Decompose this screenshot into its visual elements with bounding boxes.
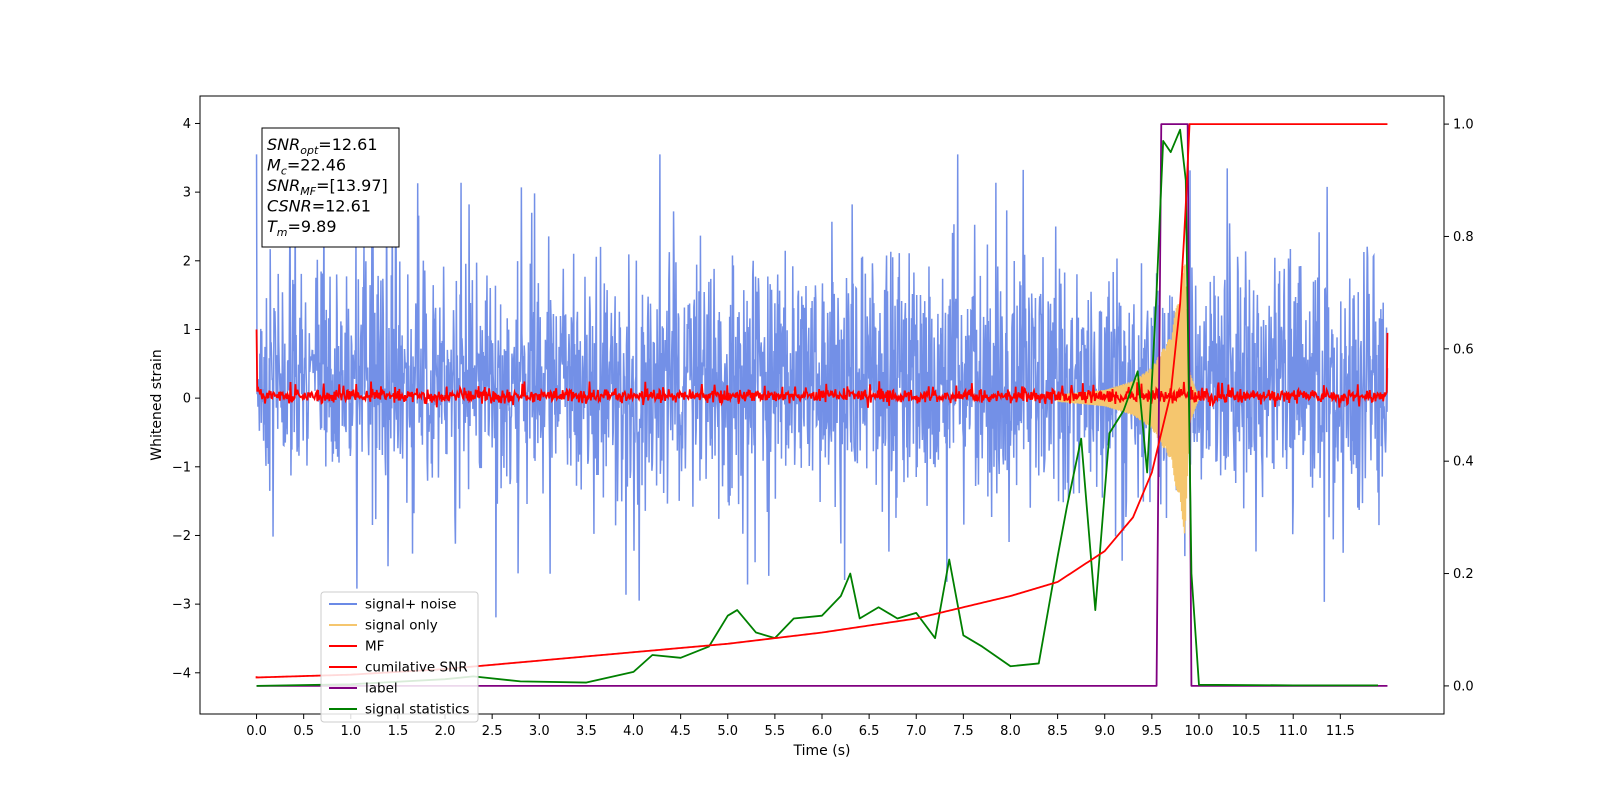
stats-line: SNRMF=[13.97] (267, 176, 388, 198)
stats-symbol: T (267, 217, 278, 236)
stats-line: SNRopt=12.61 (267, 135, 378, 157)
x-tick-label: 0.0 (246, 724, 267, 739)
legend-entry: signal only (365, 618, 438, 634)
y-tick-label: 3 (183, 186, 191, 201)
y-tick-label: 0 (183, 392, 191, 407)
stats-subscript: c (281, 165, 287, 178)
y-axis-left: 4 3 2 1 0 −1 −2 −3 −4 (172, 117, 200, 681)
y2-tick-label: 0.6 (1453, 342, 1474, 357)
stats-symbol: SNR (267, 135, 300, 154)
stats-symbol: M (267, 156, 281, 175)
y-tick-label: 2 (183, 254, 191, 269)
x-tick-label: 4.5 (670, 724, 691, 739)
legend: signal+ noise signal only MF cumilative SNR… (320, 591, 479, 723)
stats-subscript: m (277, 226, 288, 239)
y-axis-label: Whitened strain (149, 349, 165, 460)
x-tick-label: 1.0 (340, 724, 361, 739)
x-tick-label: 3.0 (529, 724, 550, 739)
stats-value: =9.89 (288, 217, 337, 236)
y-tick-label: 1 (183, 323, 191, 338)
stats-symbol: CSNR (267, 197, 312, 216)
x-axis-label: Time (s) (793, 743, 851, 759)
y2-tick-label: 0.8 (1453, 230, 1474, 245)
series-mf (255, 329, 1389, 408)
x-tick-label: 0.5 (293, 724, 314, 739)
y-axis-right: 1.0 0.8 0.6 0.4 0.2 0.0 (1444, 118, 1474, 694)
legend-frame (320, 591, 479, 723)
x-tick-label: 8.5 (1047, 724, 1068, 739)
stats-annotation-box: SNRopt=12.61Mc=22.46SNRMF=[13.97]CSNR=12… (261, 127, 400, 248)
y2-tick-label: 0.4 (1453, 455, 1474, 470)
x-tick-label: 5.5 (765, 724, 786, 739)
stats-box-frame (261, 127, 400, 248)
y-tick-label: −3 (172, 598, 191, 613)
stats-symbol: SNR (267, 176, 300, 195)
x-axis: 0.0 0.5 1.0 1.5 2.0 2.5 3.0 3.5 4.0 4.5 5.0 5.5 6.0 6… (246, 714, 1355, 739)
y-tick-label: −4 (172, 666, 191, 681)
x-tick-label: 2.5 (482, 724, 503, 739)
y-tick-label: −1 (172, 460, 191, 475)
legend-entry: label (365, 681, 398, 697)
y2-tick-label: 0.0 (1453, 679, 1474, 694)
x-tick-label: 11.0 (1279, 724, 1308, 739)
stats-value: =22.46 (287, 156, 346, 175)
stats-value: =[13.97] (316, 176, 388, 195)
x-tick-label: 6.0 (812, 724, 833, 739)
y-tick-label: −2 (172, 529, 191, 544)
stats-line: Tm=9.89 (267, 217, 337, 239)
series-signal-statistics (256, 128, 1379, 687)
legend-entry: cumilative SNR (365, 660, 468, 676)
y-tick-label: 4 (183, 117, 191, 132)
stats-line: Mc=22.46 (267, 156, 346, 178)
legend-entry: MF (365, 639, 384, 655)
legend-entry: signal statistics (365, 702, 469, 718)
x-tick-label: 3.5 (576, 724, 597, 739)
x-tick-label: 6.5 (859, 724, 880, 739)
y2-tick-label: 0.2 (1453, 567, 1474, 582)
y2-tick-label: 1.0 (1453, 118, 1474, 133)
x-tick-label: 10.0 (1184, 724, 1213, 739)
series-label (256, 123, 1388, 687)
x-tick-label: 8.0 (1000, 724, 1021, 739)
x-tick-label: 1.5 (388, 724, 409, 739)
x-tick-label: 4.0 (623, 724, 644, 739)
stats-value: =12.61 (318, 135, 377, 154)
x-tick-label: 10.5 (1232, 724, 1261, 739)
x-tick-label: 2.0 (435, 724, 456, 739)
stats-value: =12.61 (312, 197, 371, 216)
x-tick-label: 7.5 (953, 724, 974, 739)
stats-subscript: opt (300, 144, 319, 157)
x-tick-label: 5.0 (717, 724, 738, 739)
stats-line: CSNR=12.61 (267, 197, 371, 216)
legend-entry: signal+ noise (365, 597, 456, 613)
x-tick-label: 9.0 (1094, 724, 1115, 739)
x-tick-label: 11.5 (1326, 724, 1355, 739)
x-tick-label: 7.0 (906, 724, 927, 739)
x-tick-label: 9.5 (1142, 724, 1163, 739)
series-signal-noise (255, 154, 1389, 618)
stats-subscript: MF (300, 185, 316, 198)
